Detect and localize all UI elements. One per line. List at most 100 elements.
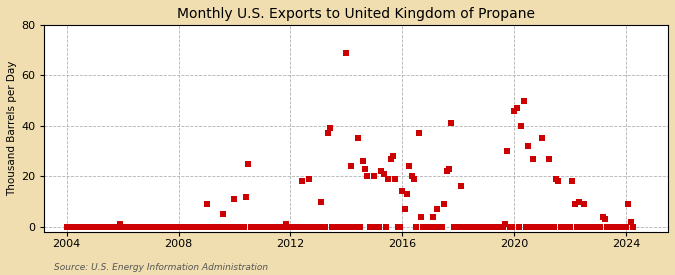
Point (78, 225, 88, 229)
Point (402, 192, 412, 196)
Point (92, 225, 103, 229)
Point (500, 222, 510, 227)
Point (271, 225, 282, 229)
Point (588, 225, 599, 229)
Point (131, 225, 142, 229)
Point (616, 225, 627, 229)
Point (280, 222, 291, 227)
Point (297, 179, 308, 184)
Point (493, 225, 504, 229)
Point (315, 199, 326, 204)
Point (306, 225, 317, 229)
Point (227, 225, 238, 229)
Point (369, 174, 380, 178)
Point (87, 225, 98, 229)
Point (464, 225, 475, 229)
Point (586, 225, 597, 229)
Point (173, 225, 184, 229)
Point (134, 225, 144, 229)
Point (614, 225, 624, 229)
Point (406, 174, 417, 178)
Point (551, 177, 562, 181)
Point (75, 225, 86, 229)
Point (152, 225, 163, 229)
Point (250, 225, 261, 229)
Point (180, 225, 191, 229)
Point (374, 225, 385, 229)
Point (443, 167, 454, 171)
Point (532, 225, 543, 229)
Point (327, 225, 338, 229)
Y-axis label: Thousand Barrels per Day: Thousand Barrels per Day (7, 61, 17, 196)
Title: Monthly U.S. Exports to United Kingdom of Propane: Monthly U.S. Exports to United Kingdom o… (177, 7, 535, 21)
Point (607, 225, 618, 229)
Point (355, 225, 366, 229)
Point (385, 156, 396, 161)
Point (341, 50, 352, 55)
Point (288, 225, 298, 229)
Point (166, 225, 177, 229)
Point (145, 225, 156, 229)
Point (593, 225, 603, 229)
Point (203, 225, 214, 229)
Point (378, 172, 389, 176)
Point (570, 202, 580, 206)
Point (618, 225, 629, 229)
Point (110, 225, 121, 229)
Point (194, 225, 205, 229)
Point (208, 225, 219, 229)
Point (530, 225, 541, 229)
Point (201, 202, 212, 206)
Point (504, 225, 515, 229)
Point (376, 169, 387, 174)
Point (472, 225, 483, 229)
Point (84, 225, 95, 229)
Point (122, 225, 133, 229)
Point (257, 225, 268, 229)
Point (68, 225, 79, 229)
Point (476, 225, 487, 229)
Point (61, 225, 72, 229)
Point (267, 225, 277, 229)
Point (556, 225, 566, 229)
Point (408, 177, 419, 181)
Point (238, 225, 249, 229)
Point (301, 225, 312, 229)
Point (196, 225, 207, 229)
Point (80, 225, 90, 229)
Point (97, 225, 107, 229)
Point (155, 225, 165, 229)
Point (525, 225, 536, 229)
Point (176, 225, 186, 229)
Point (381, 225, 392, 229)
Point (537, 136, 547, 141)
Point (232, 225, 242, 229)
Point (147, 225, 158, 229)
Point (535, 225, 545, 229)
Point (269, 225, 279, 229)
Point (441, 169, 452, 174)
Point (546, 225, 557, 229)
Point (383, 177, 394, 181)
Point (397, 189, 408, 194)
Point (143, 225, 154, 229)
Point (285, 225, 296, 229)
Point (434, 225, 445, 229)
Point (399, 207, 410, 211)
Point (292, 225, 303, 229)
Point (278, 225, 289, 229)
Point (357, 159, 368, 163)
Point (387, 154, 398, 158)
Point (516, 124, 526, 128)
Point (304, 177, 315, 181)
Point (604, 225, 615, 229)
Point (220, 225, 231, 229)
Point (511, 106, 522, 110)
Point (506, 225, 517, 229)
Point (576, 225, 587, 229)
Point (509, 109, 520, 113)
Point (485, 225, 496, 229)
Point (171, 225, 182, 229)
Point (105, 225, 116, 229)
Point (82, 225, 93, 229)
